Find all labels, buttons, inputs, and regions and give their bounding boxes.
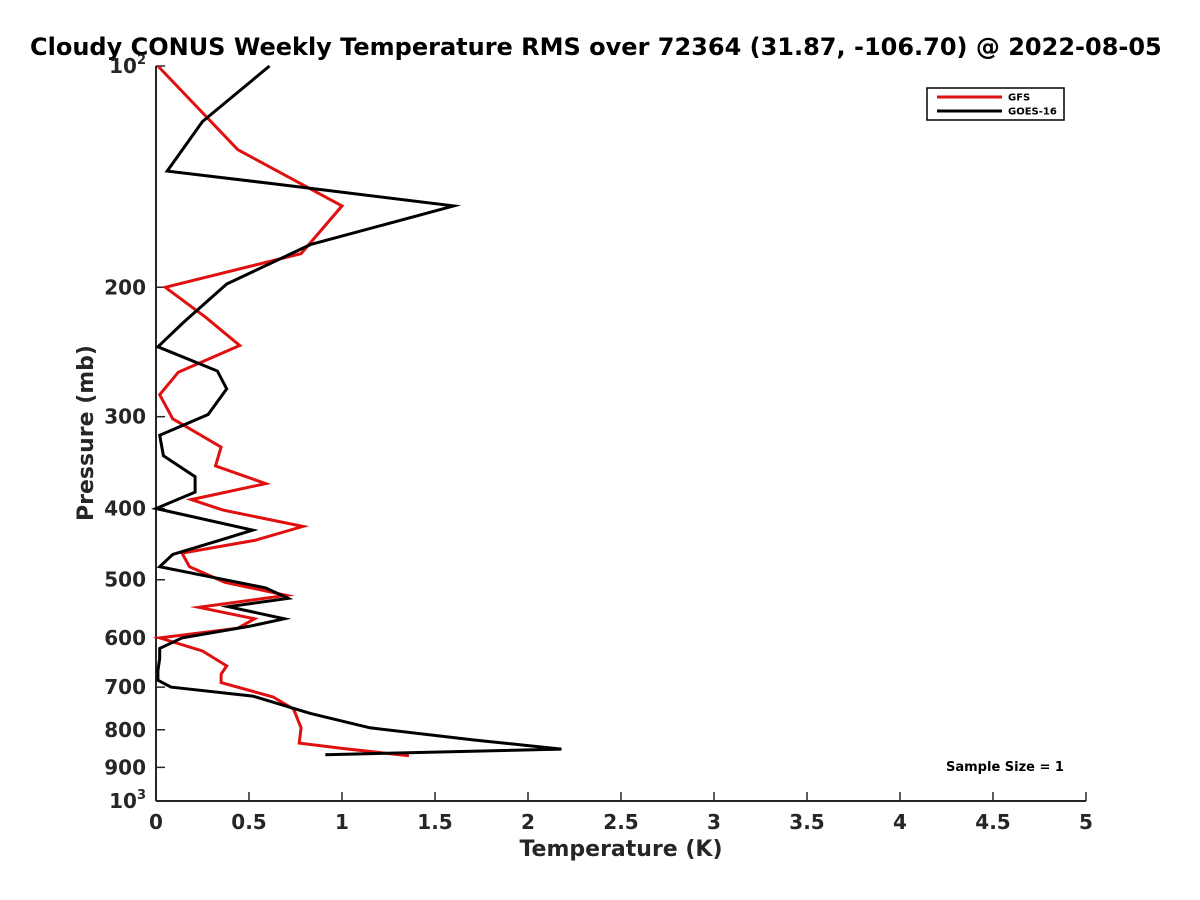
x-tick-label: 3 <box>707 810 721 834</box>
x-tick-label: 2 <box>521 810 535 834</box>
x-tick-label: 1 <box>335 810 349 834</box>
legend-label: GOES-16 <box>1008 107 1057 118</box>
sample-size-annotation: Sample Size = 1 <box>946 760 1064 775</box>
legend-label: GFS <box>1008 93 1030 104</box>
y-tick-label: 200 <box>104 275 146 299</box>
x-tick-label: 0 <box>149 810 163 834</box>
y-tick-label: 700 <box>104 675 146 699</box>
chart-title: Cloudy CONUS Weekly Temperature RMS over… <box>30 33 1162 61</box>
x-tick-label: 2.5 <box>603 810 638 834</box>
plot-area: 0 0.5 1 1.5 2 2.5 3 3.5 4 4.5 5 102 200 300 400 500 600… <box>104 53 1093 834</box>
y-axis-label: Pressure (mb) <box>74 345 99 521</box>
x-tick-label: 3.5 <box>789 810 824 834</box>
x-tick-label: 0.5 <box>231 810 266 834</box>
legend: GFS GOES-16 <box>926 87 1065 121</box>
x-axis-label: Temperature (K) <box>519 837 722 862</box>
y-tick-label: 900 <box>104 755 146 779</box>
y-tick-label: 400 <box>104 497 146 521</box>
y-tick-label: 500 <box>104 568 146 592</box>
y-tick-label: 600 <box>104 626 146 650</box>
x-ticks: 0 0.5 1 1.5 2 2.5 3 3.5 4 4.5 5 <box>149 792 1093 834</box>
x-tick-label: 1.5 <box>417 810 452 834</box>
series-layer <box>151 64 562 758</box>
series-line-goes-16 <box>151 64 562 757</box>
y-tick-label: 102 <box>109 53 146 78</box>
y-tick-label: 103 <box>109 788 146 813</box>
x-tick-label: 4.5 <box>975 810 1010 834</box>
y-ticks: 102 200 300 400 500 600 700 800 900 103 <box>104 53 165 813</box>
y-tick-label: 800 <box>104 718 146 742</box>
x-tick-label: 4 <box>893 810 907 834</box>
y-tick-label: 300 <box>104 405 146 429</box>
x-tick-label: 5 <box>1079 810 1093 834</box>
legend-box <box>926 87 1065 121</box>
